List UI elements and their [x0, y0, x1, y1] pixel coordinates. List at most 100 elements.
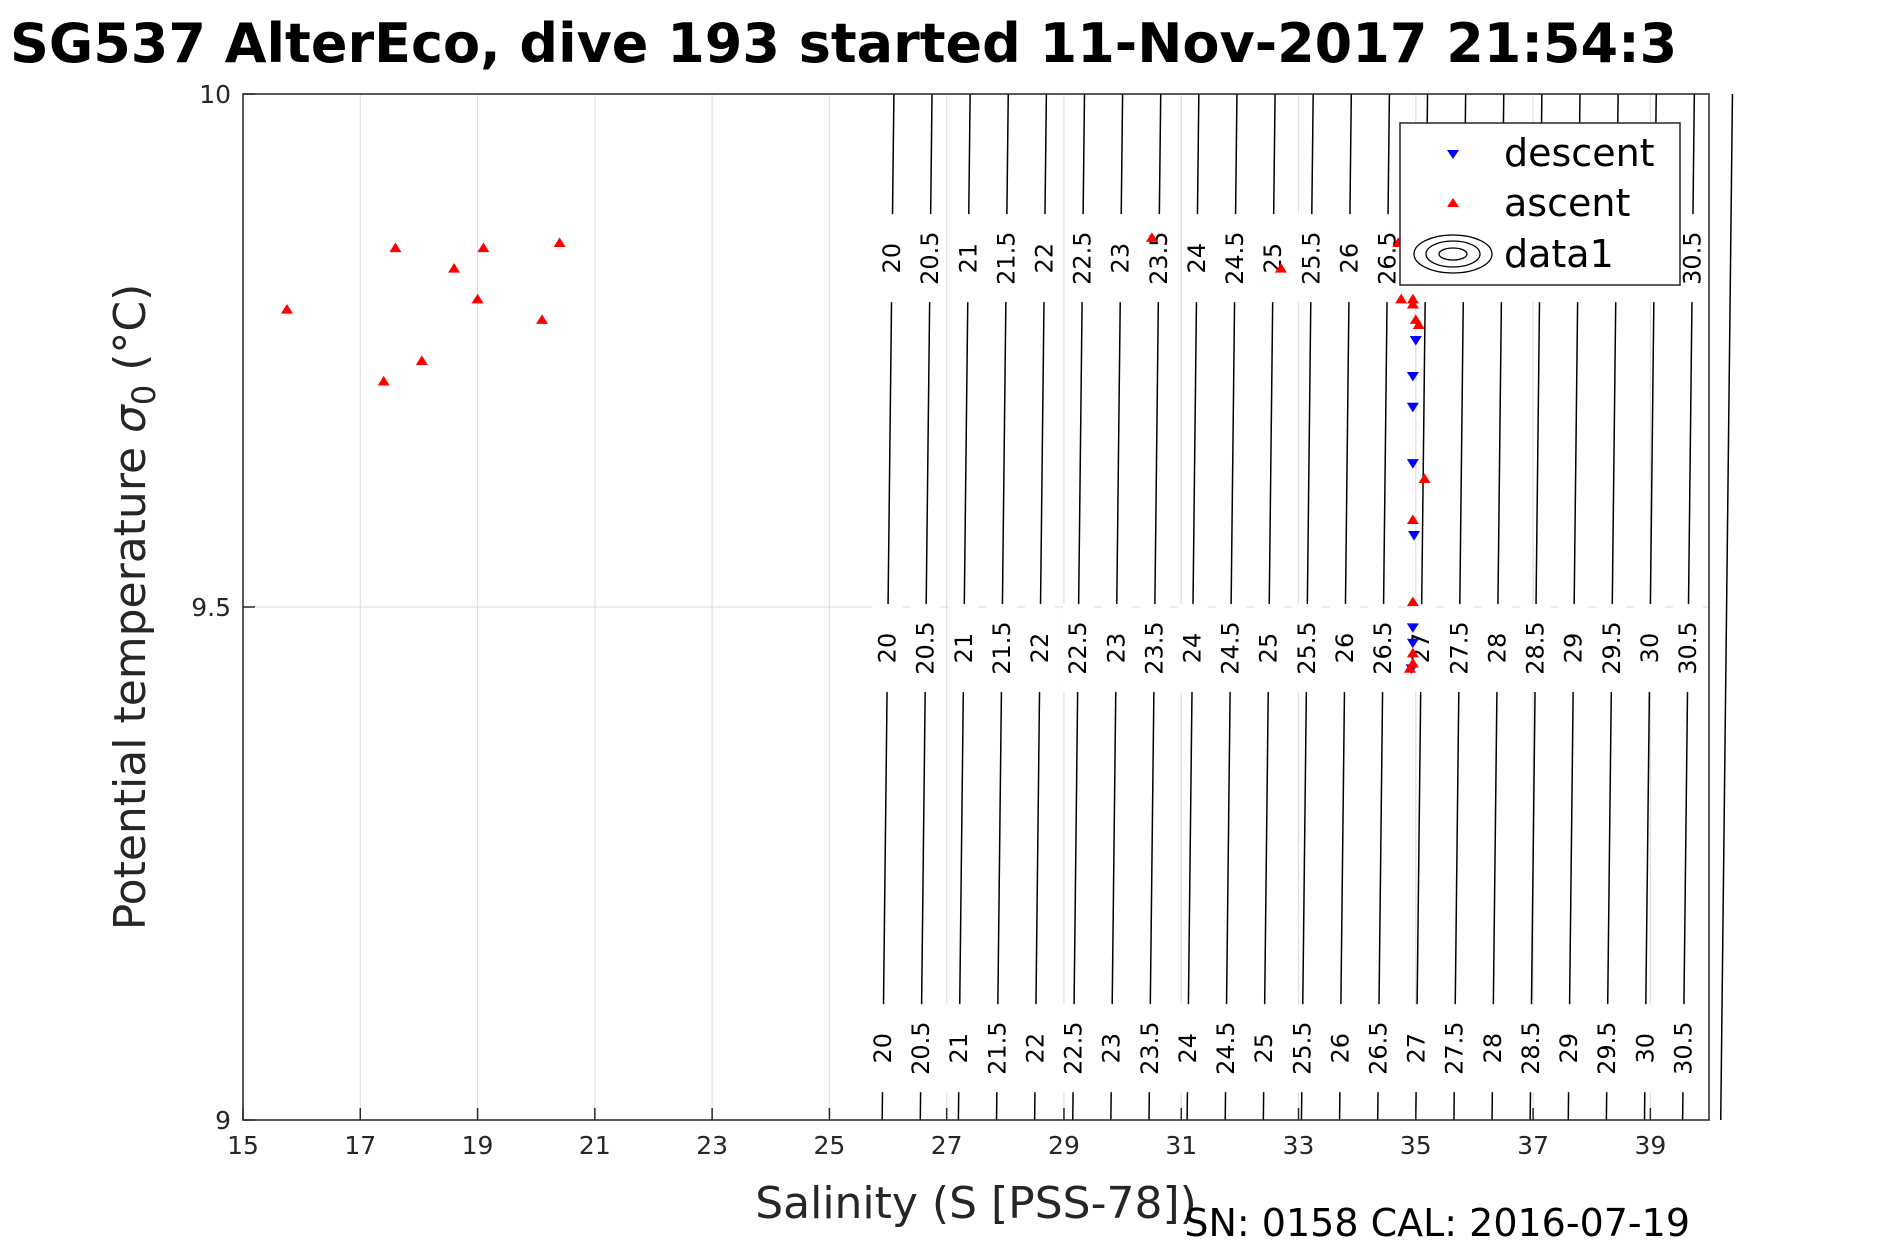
legend-data1-label: data1: [1504, 232, 1614, 276]
contour-label-gap: [1105, 214, 1136, 303]
contour-label-gap: [1063, 604, 1094, 693]
ascent-point: [1406, 596, 1419, 607]
contour-label: 26: [1326, 1033, 1354, 1064]
descent-point: [1409, 336, 1422, 346]
contour-label: 21: [950, 633, 978, 664]
x-tick-label: 25: [813, 1131, 845, 1160]
contour-label: 20.5: [916, 231, 944, 284]
contour-label-gap: [1215, 604, 1246, 693]
contour-label: 25.5: [1297, 231, 1325, 284]
contour-label-gap: [877, 214, 908, 303]
contour-label-gap: [1592, 1004, 1623, 1093]
contour-label: 22: [1030, 243, 1058, 274]
contour-label-gap: [1401, 1004, 1432, 1093]
ascent-point: [1403, 663, 1416, 673]
contour-label-gap: [1673, 604, 1704, 693]
x-tick-label: 19: [462, 1131, 494, 1160]
contour-label: 26: [1335, 243, 1363, 274]
contour-label-gap: [1558, 604, 1589, 693]
contour-label: 27.5: [1445, 621, 1473, 674]
contour-label-gap: [1143, 214, 1174, 303]
contour-label-gap: [1477, 1004, 1508, 1093]
ascent-point: [1406, 298, 1419, 309]
contour-label-gap: [991, 214, 1022, 303]
contour-label: 24: [1183, 243, 1211, 274]
contour-label: 30: [1636, 633, 1664, 664]
contour-label-gap: [915, 214, 946, 303]
x-tick-label: 23: [696, 1131, 728, 1160]
contour-label-gap: [1220, 214, 1251, 303]
contour-label: 30.5: [1674, 621, 1702, 674]
contour-label-gap: [1372, 214, 1403, 303]
legend-data1-marker: [1413, 234, 1493, 274]
contour-label-gap: [867, 1004, 898, 1093]
contour-label-gap: [1020, 1004, 1051, 1093]
y-axis-label: Potential temperature σ0 (°C): [105, 284, 163, 931]
ascent-point: [477, 242, 490, 253]
y-axis-label-prefix: Potential temperature: [105, 433, 156, 930]
contour-label: 25.5: [1293, 621, 1321, 674]
contour-label: 21: [945, 1033, 973, 1064]
ascent-point: [553, 237, 566, 247]
contour-label-gap: [1520, 604, 1551, 693]
ascent-point: [1395, 293, 1408, 304]
serial-calibration-footer: SN: 0158 CAL: 2016-07-19: [1184, 1201, 1690, 1245]
contour-label-gap: [986, 604, 1017, 693]
contour-label-gap: [1677, 214, 1708, 303]
contour-label-gap: [1630, 1004, 1661, 1093]
contour-label: 23.5: [1136, 1021, 1164, 1074]
legend: descent ascent data1: [1399, 122, 1681, 286]
contour-label: 26.5: [1365, 1021, 1393, 1074]
contour-label-gap: [1363, 1004, 1394, 1093]
contour-label: 25: [1250, 1033, 1278, 1064]
legend-ascent-label: ascent: [1504, 181, 1630, 225]
x-tick-label: 39: [1634, 1131, 1666, 1160]
contour-label-gap: [1029, 214, 1060, 303]
contour-label-gap: [1439, 1004, 1470, 1093]
contour-label: 21.5: [992, 231, 1020, 284]
legend-box: [1399, 122, 1681, 286]
x-tick-label: 35: [1400, 1131, 1432, 1160]
y-tick-label: 9.5: [191, 593, 231, 622]
x-axis-label: Salinity (S [PSS-78]): [755, 1178, 1197, 1229]
contour-label-gap: [1139, 604, 1170, 693]
contour-label-gap: [1406, 604, 1437, 693]
contour-label: 22.5: [1064, 621, 1092, 674]
contour-label: 27: [1407, 633, 1435, 664]
contour-label-gap: [1249, 1004, 1280, 1093]
contour-label: 21.5: [983, 1021, 1011, 1074]
ascent-point: [1274, 263, 1287, 273]
contour-label-gap: [1058, 1004, 1089, 1093]
ascent-point: [471, 293, 484, 304]
y-tick-label: 9: [215, 1106, 231, 1135]
contour-label: 20: [869, 1033, 897, 1064]
contour-label-gap: [1287, 1004, 1318, 1093]
contour-labels: 20 20 20 20.5 20.5 20.5 21 21 21 21.5 21.5 21.5 22 22…: [867, 214, 1708, 1093]
contour-label: 23: [1102, 633, 1130, 664]
contour-label: 27.5: [1441, 1021, 1469, 1074]
ascent-point: [1412, 319, 1425, 330]
contour-label: 24: [1174, 1033, 1202, 1064]
contour-label: 25: [1255, 633, 1283, 664]
contour-label: 28: [1479, 1033, 1507, 1064]
chart-title: SG537 AlterEco, dive 193 started 11-Nov-…: [10, 12, 1677, 75]
contour-label-gap: [1211, 1004, 1242, 1093]
contour-label-gap: [1668, 1004, 1699, 1093]
descent-point: [1406, 459, 1419, 469]
descent-point: [1406, 638, 1419, 649]
contour-label-gap: [1253, 604, 1284, 693]
contour-label: 26.5: [1369, 621, 1397, 674]
contour-label-gap: [982, 1004, 1013, 1093]
contour-label: 21: [954, 243, 982, 274]
contour-label: 29.5: [1593, 1021, 1621, 1074]
data-markers: [280, 232, 1431, 674]
contour-line: [1719, 93, 1734, 1121]
contour-label: 26: [1331, 633, 1359, 664]
contour-label: 20.5: [912, 621, 940, 674]
x-tick-label: 37: [1517, 1131, 1549, 1160]
contour-label-gap: [1096, 1004, 1127, 1093]
contour-label: 28.5: [1517, 1021, 1545, 1074]
descent-point: [1406, 623, 1419, 633]
contour-label: 24.5: [1217, 621, 1245, 674]
x-tick-label: 29: [1048, 1131, 1080, 1160]
